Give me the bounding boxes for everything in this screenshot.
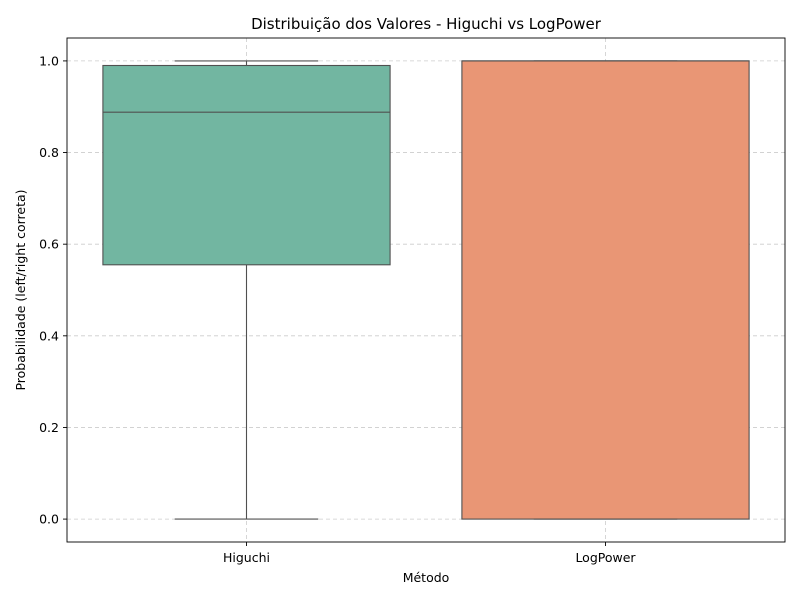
y-tick-label: 0.2 [39, 420, 59, 435]
chart-title: Distribuição dos Valores - Higuchi vs Lo… [251, 15, 602, 33]
x-axis-label: Método [403, 570, 450, 585]
y-tick-label: 1.0 [39, 53, 59, 68]
plot-frame [66, 37, 786, 543]
y-axis-label: Probabilidade (left/right correta) [13, 189, 28, 390]
x-tick-label: LogPower [575, 550, 636, 565]
iqr-box [102, 64, 391, 266]
iqr-box [461, 60, 750, 520]
y-tick-label: 0.4 [39, 328, 59, 343]
box-logpower [461, 60, 750, 520]
x-tick-label: Higuchi [223, 550, 270, 565]
box-layer [102, 60, 750, 520]
box-higuchi [102, 60, 391, 520]
y-axis-ticks: 0.0 0.2 0.4 0.6 0.8 1.0 [39, 53, 67, 527]
y-tick-label: 0.0 [39, 512, 59, 527]
y-tick-label: 0.6 [39, 237, 59, 252]
y-tick-label: 0.8 [39, 145, 59, 160]
x-axis-ticks: Higuchi LogPower [223, 542, 636, 565]
